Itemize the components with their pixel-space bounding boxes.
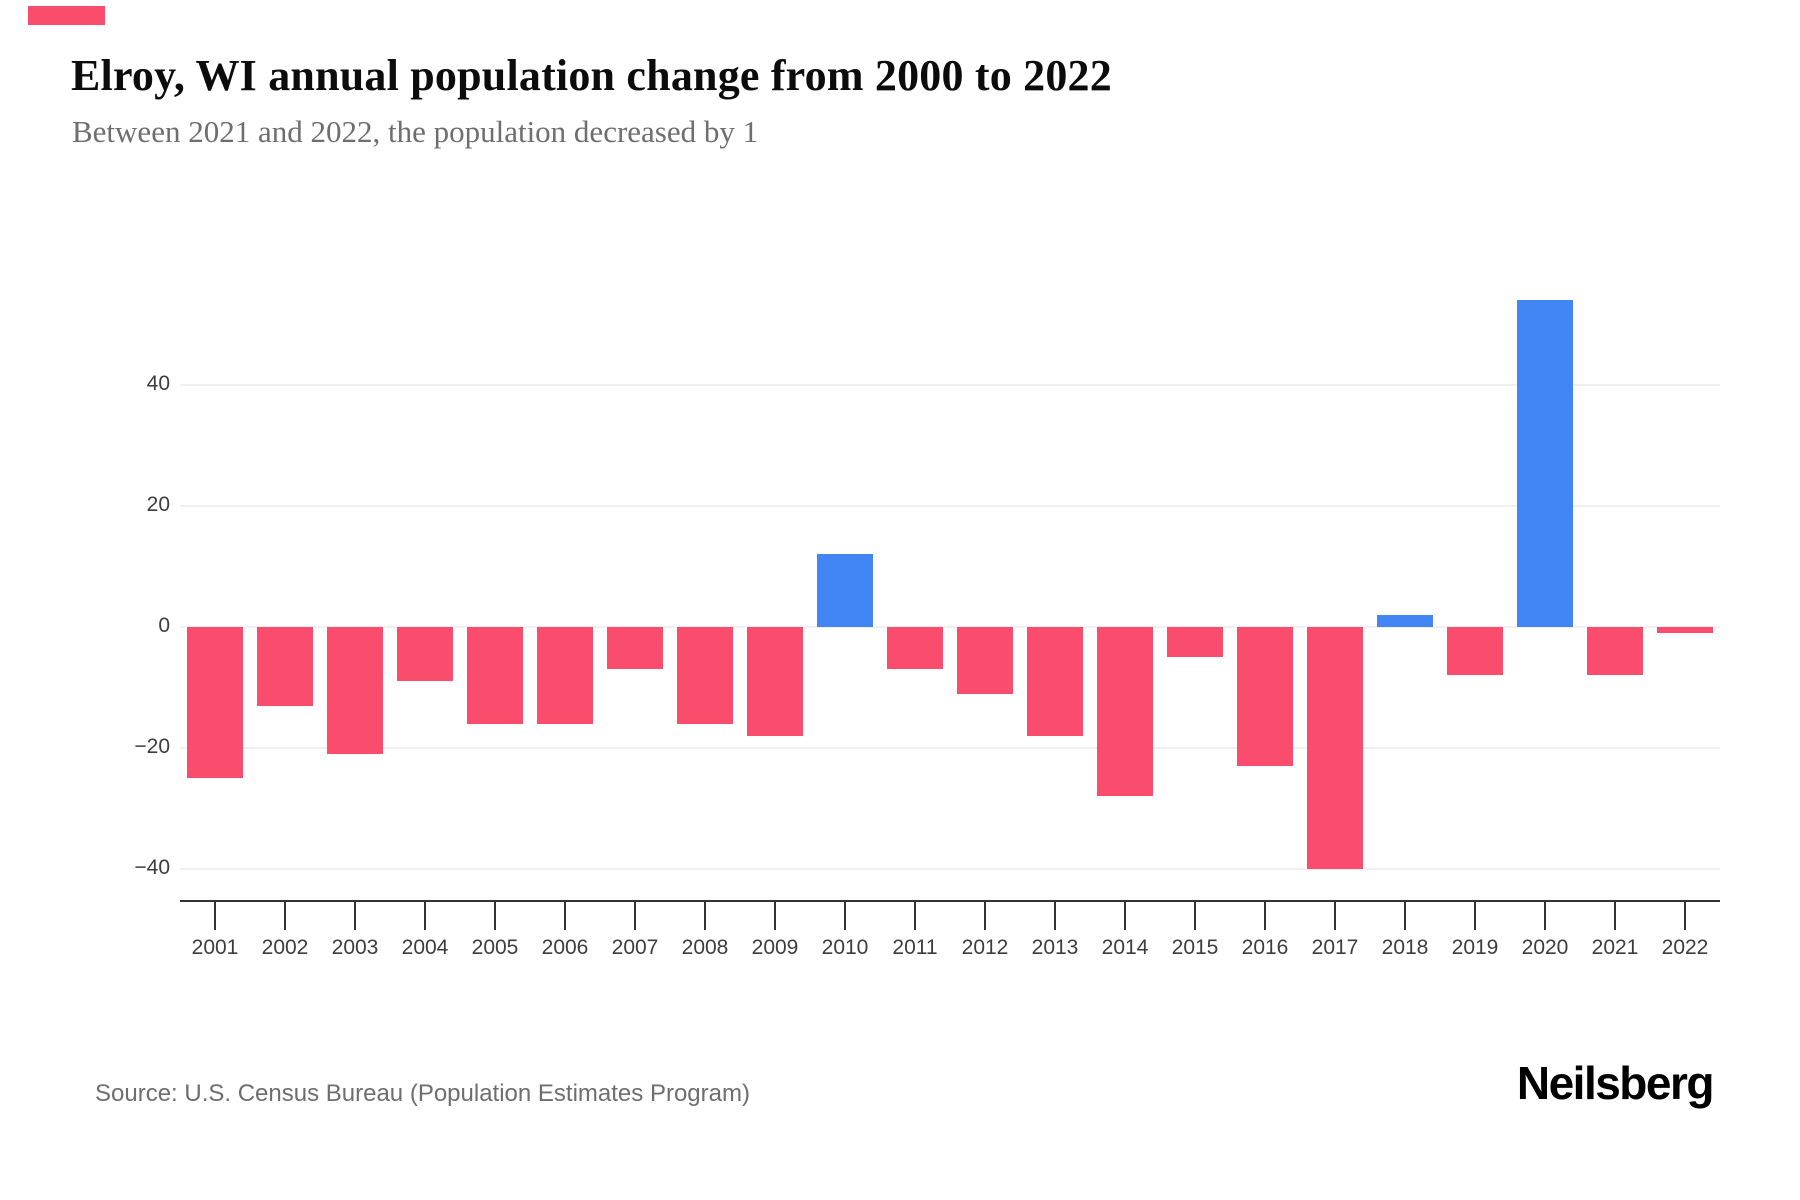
bar-2002: [257, 627, 313, 706]
x-tick-2011: [914, 902, 916, 930]
x-tick-label-2018: 2018: [1381, 936, 1429, 959]
x-tick-2003: [354, 902, 356, 930]
bar-2012: [957, 627, 1013, 694]
bar-2001: [187, 627, 243, 779]
bar-2019: [1447, 627, 1503, 676]
chart-title: Elroy, WI annual population change from …: [71, 51, 1112, 100]
bar-2007: [607, 627, 663, 670]
source-attribution: Source: U.S. Census Bureau (Population E…: [95, 1080, 750, 1107]
x-tick-label-2004: 2004: [401, 936, 449, 959]
chart-subtitle: Between 2021 and 2022, the population de…: [72, 114, 759, 149]
x-tick-2020: [1544, 902, 1546, 930]
bar-2006: [537, 627, 593, 724]
x-tick-2019: [1474, 902, 1476, 930]
gridline--40: [180, 868, 1720, 870]
y-tick-label-40: 40: [146, 372, 170, 395]
x-tick-label-2011: 2011: [892, 936, 938, 959]
x-tick-label-2008: 2008: [681, 936, 729, 959]
x-tick-label-2016: 2016: [1241, 936, 1289, 959]
x-tick-2006: [564, 902, 566, 930]
x-tick-2009: [774, 902, 776, 930]
x-tick-label-2003: 2003: [331, 936, 379, 959]
bar-2005: [467, 627, 523, 724]
gridline--20: [180, 747, 1720, 749]
x-tick-2010: [844, 902, 846, 930]
gridline-40: [180, 384, 1720, 386]
x-tick-label-2012: 2012: [961, 936, 1009, 959]
gridline-20: [180, 505, 1720, 507]
x-tick-2002: [284, 902, 286, 930]
x-tick-2008: [704, 902, 706, 930]
x-tick-label-2014: 2014: [1101, 936, 1149, 959]
x-tick-2004: [424, 902, 426, 930]
x-tick-label-2002: 2002: [261, 936, 309, 959]
bar-2008: [677, 627, 733, 724]
x-tick-2016: [1264, 902, 1266, 930]
x-tick-2007: [634, 902, 636, 930]
neilsberg-logo: Neilsberg: [1516, 1057, 1715, 1109]
x-tick-label-2021: 2021: [1591, 936, 1639, 959]
x-tick-2017: [1334, 902, 1336, 930]
x-tick-2001: [214, 902, 216, 930]
x-tick-2015: [1194, 902, 1196, 930]
x-axis-line: [180, 900, 1720, 902]
bar-2018: [1377, 614, 1433, 627]
x-tick-2012: [984, 902, 986, 930]
brand-accent-mark: [28, 6, 105, 25]
bar-2015: [1167, 627, 1223, 658]
bar-2016: [1237, 627, 1293, 767]
x-tick-label-2019: 2019: [1451, 936, 1499, 959]
bar-2014: [1097, 627, 1153, 797]
x-tick-label-2006: 2006: [541, 936, 589, 959]
x-tick-label-2015: 2015: [1171, 936, 1219, 959]
x-tick-2022: [1684, 902, 1686, 930]
y-tick-label--20: −20: [134, 735, 170, 758]
x-tick-2014: [1124, 902, 1126, 930]
bar-2013: [1027, 627, 1083, 736]
x-tick-label-2001: 2001: [191, 936, 239, 959]
bar-2010: [817, 554, 873, 627]
x-tick-label-2022: 2022: [1661, 936, 1709, 959]
x-tick-label-2007: 2007: [611, 936, 659, 959]
y-tick-label--40: −40: [134, 856, 170, 879]
bar-2022: [1657, 627, 1713, 634]
x-tick-label-2013: 2013: [1031, 936, 1079, 959]
bar-2011: [887, 627, 943, 670]
bar-2020: [1517, 300, 1573, 627]
bar-2021: [1587, 627, 1643, 676]
x-tick-label-2005: 2005: [471, 936, 519, 959]
bar-2009: [747, 627, 803, 736]
x-tick-2018: [1404, 902, 1406, 930]
y-tick-label-0: 0: [158, 614, 170, 637]
gridline-0: [180, 626, 1720, 628]
x-tick-label-2009: 2009: [751, 936, 799, 959]
y-tick-label-20: 20: [146, 493, 170, 516]
bar-2017: [1307, 627, 1363, 869]
x-tick-label-2020: 2020: [1521, 936, 1569, 959]
bar-2003: [327, 627, 383, 755]
bar-2004: [397, 627, 453, 682]
x-tick-2005: [494, 902, 496, 930]
x-tick-2021: [1614, 902, 1616, 930]
x-tick-label-2010: 2010: [821, 936, 869, 959]
x-tick-label-2017: 2017: [1311, 936, 1359, 959]
x-tick-2013: [1054, 902, 1056, 930]
